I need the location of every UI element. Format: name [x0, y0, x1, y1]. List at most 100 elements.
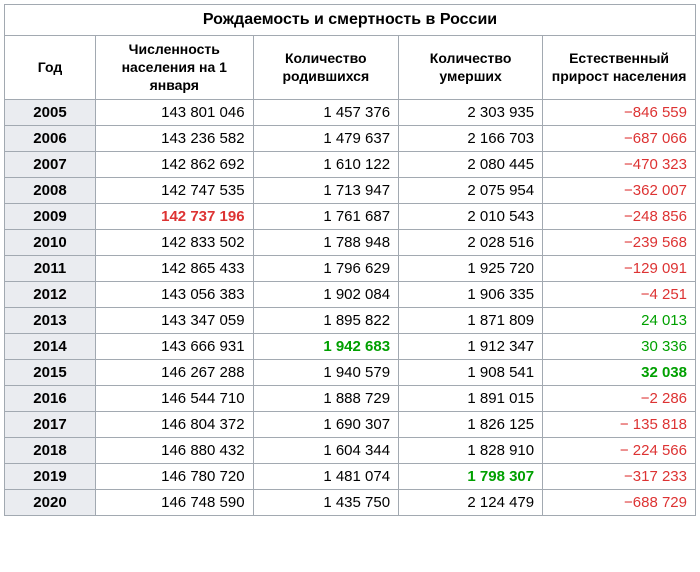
- table-row: 2010142 833 5021 788 9482 028 516−239 56…: [5, 229, 696, 255]
- cell-year: 2015: [5, 359, 96, 385]
- cell-deaths: 1 925 720: [399, 255, 543, 281]
- table-row: 2007142 862 6921 610 1222 080 445−470 32…: [5, 151, 696, 177]
- cell-deaths: 1 908 541: [399, 359, 543, 385]
- cell-year: 2014: [5, 333, 96, 359]
- cell-births: 1 902 084: [253, 281, 399, 307]
- cell-net: −2 286: [543, 385, 696, 411]
- cell-births: 1 604 344: [253, 437, 399, 463]
- cell-births: 1 940 579: [253, 359, 399, 385]
- table-row: 2015146 267 2881 940 5791 908 54132 038: [5, 359, 696, 385]
- cell-year: 2019: [5, 463, 96, 489]
- cell-deaths: 2 010 543: [399, 203, 543, 229]
- cell-births: 1 610 122: [253, 151, 399, 177]
- cell-year: 2007: [5, 151, 96, 177]
- cell-year: 2018: [5, 437, 96, 463]
- cell-year: 2017: [5, 411, 96, 437]
- cell-births: 1 435 750: [253, 489, 399, 515]
- cell-deaths: 1 912 347: [399, 333, 543, 359]
- cell-net: −362 007: [543, 177, 696, 203]
- table-row: 2009142 737 1961 761 6872 010 543−248 85…: [5, 203, 696, 229]
- cell-population: 146 748 590: [95, 489, 253, 515]
- col-population: Численность населения на 1 января: [95, 36, 253, 100]
- table-row: 2012143 056 3831 902 0841 906 335−4 251: [5, 281, 696, 307]
- cell-net: − 224 566: [543, 437, 696, 463]
- cell-net: −846 559: [543, 99, 696, 125]
- cell-deaths: 2 166 703: [399, 125, 543, 151]
- col-year: Год: [5, 36, 96, 100]
- col-births: Количество родившихся: [253, 36, 399, 100]
- cell-births: 1 479 637: [253, 125, 399, 151]
- table-title: Рождаемость и смертность в России: [5, 5, 696, 36]
- table-body: 2005143 801 0461 457 3762 303 935−846 55…: [5, 99, 696, 515]
- cell-births: 1 796 629: [253, 255, 399, 281]
- cell-deaths: 2 303 935: [399, 99, 543, 125]
- cell-births: 1 788 948: [253, 229, 399, 255]
- cell-deaths: 1 828 910: [399, 437, 543, 463]
- cell-births: 1 713 947: [253, 177, 399, 203]
- cell-year: 2016: [5, 385, 96, 411]
- cell-deaths: 1 891 015: [399, 385, 543, 411]
- col-deaths: Количество умерших: [399, 36, 543, 100]
- cell-deaths: 1 906 335: [399, 281, 543, 307]
- cell-births: 1 888 729: [253, 385, 399, 411]
- cell-year: 2008: [5, 177, 96, 203]
- cell-population: 146 780 720: [95, 463, 253, 489]
- table-row: 2011142 865 4331 796 6291 925 720−129 09…: [5, 255, 696, 281]
- cell-births: 1 457 376: [253, 99, 399, 125]
- cell-population: 142 737 196: [95, 203, 253, 229]
- table-row: 2005143 801 0461 457 3762 303 935−846 55…: [5, 99, 696, 125]
- cell-deaths: 2 080 445: [399, 151, 543, 177]
- table-row: 2019146 780 7201 481 0741 798 307−317 23…: [5, 463, 696, 489]
- cell-population: 143 236 582: [95, 125, 253, 151]
- cell-year: 2020: [5, 489, 96, 515]
- cell-population: 142 747 535: [95, 177, 253, 203]
- table-row: 2006143 236 5821 479 6372 166 703−687 06…: [5, 125, 696, 151]
- cell-net: −317 233: [543, 463, 696, 489]
- cell-net: −470 323: [543, 151, 696, 177]
- table-row: 2014143 666 9311 942 6831 912 34730 336: [5, 333, 696, 359]
- cell-year: 2013: [5, 307, 96, 333]
- cell-population: 142 865 433: [95, 255, 253, 281]
- cell-net: −4 251: [543, 281, 696, 307]
- cell-deaths: 1 871 809: [399, 307, 543, 333]
- header-row: Год Численность населения на 1 января Ко…: [5, 36, 696, 100]
- cell-population: 146 804 372: [95, 411, 253, 437]
- cell-births: 1 895 822: [253, 307, 399, 333]
- cell-population: 142 862 692: [95, 151, 253, 177]
- cell-population: 146 267 288: [95, 359, 253, 385]
- cell-year: 2005: [5, 99, 96, 125]
- cell-births: 1 690 307: [253, 411, 399, 437]
- cell-year: 2010: [5, 229, 96, 255]
- cell-births: 1 481 074: [253, 463, 399, 489]
- cell-population: 142 833 502: [95, 229, 253, 255]
- cell-net: 32 038: [543, 359, 696, 385]
- table-row: 2008142 747 5351 713 9472 075 954−362 00…: [5, 177, 696, 203]
- table-row: 2018146 880 4321 604 3441 828 910− 224 5…: [5, 437, 696, 463]
- cell-net: −129 091: [543, 255, 696, 281]
- cell-deaths: 1 798 307: [399, 463, 543, 489]
- table-row: 2013143 347 0591 895 8221 871 80924 013: [5, 307, 696, 333]
- demographics-table: Рождаемость и смертность в России Год Чи…: [4, 4, 696, 516]
- table-row: 2016146 544 7101 888 7291 891 015−2 286: [5, 385, 696, 411]
- cell-net: −687 066: [543, 125, 696, 151]
- cell-population: 143 347 059: [95, 307, 253, 333]
- cell-deaths: 1 826 125: [399, 411, 543, 437]
- cell-net: 24 013: [543, 307, 696, 333]
- cell-net: −688 729: [543, 489, 696, 515]
- cell-population: 143 056 383: [95, 281, 253, 307]
- cell-net: 30 336: [543, 333, 696, 359]
- cell-year: 2009: [5, 203, 96, 229]
- cell-births: 1 761 687: [253, 203, 399, 229]
- cell-deaths: 2 124 479: [399, 489, 543, 515]
- cell-year: 2012: [5, 281, 96, 307]
- col-net: Естественный прирост населения: [543, 36, 696, 100]
- cell-net: −239 568: [543, 229, 696, 255]
- cell-population: 143 801 046: [95, 99, 253, 125]
- cell-deaths: 2 075 954: [399, 177, 543, 203]
- cell-year: 2011: [5, 255, 96, 281]
- cell-deaths: 2 028 516: [399, 229, 543, 255]
- cell-net: − 135 818: [543, 411, 696, 437]
- cell-population: 146 544 710: [95, 385, 253, 411]
- cell-population: 143 666 931: [95, 333, 253, 359]
- cell-population: 146 880 432: [95, 437, 253, 463]
